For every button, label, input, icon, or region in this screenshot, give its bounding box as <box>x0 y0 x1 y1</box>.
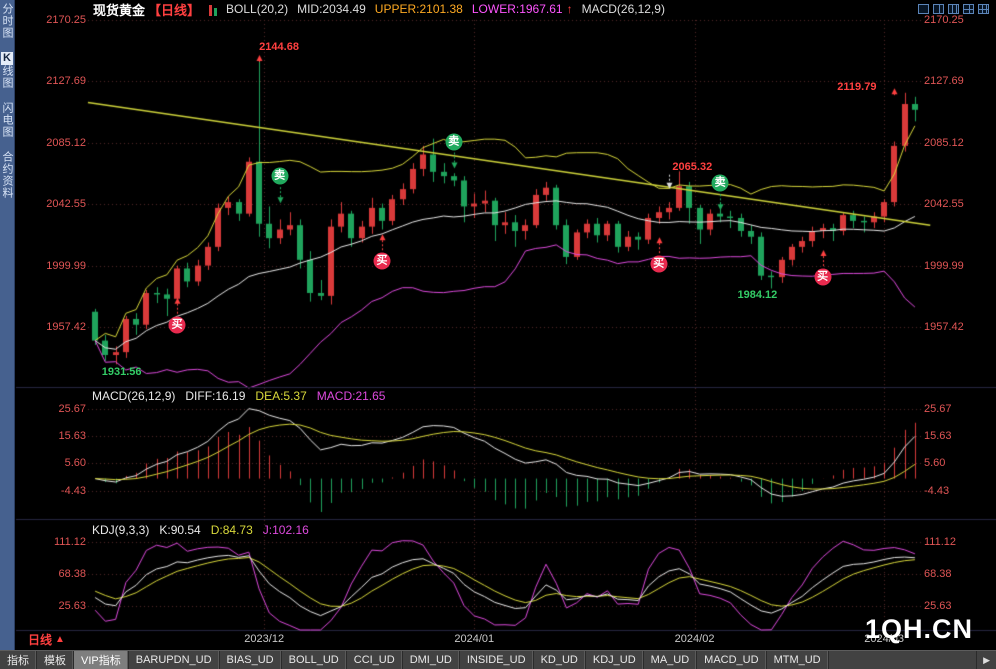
kdj-axis-label-right: 25.63 <box>924 600 952 613</box>
symbol-title: 现货黄金 <box>93 2 146 18</box>
period-corner-text: 日线 <box>28 633 53 647</box>
layout-single-icon[interactable] <box>918 4 929 14</box>
boll-mid-value: MID:2034.49 <box>297 2 366 16</box>
price-axis-label-right: 1999.99 <box>924 259 964 272</box>
kdj-d-value: D:84.73 <box>210 523 253 537</box>
kdj-axis-label-left: 111.12 <box>53 536 86 549</box>
watermark: 1QH.CN <box>865 614 974 644</box>
x-axis-label: 2023/12 <box>244 633 285 645</box>
buy-signal-marker: 买 <box>814 268 832 286</box>
macd-panel-header: MACD(26,12,9) DIFF:16.19 DEA:5.37 MACD:2… <box>92 389 385 403</box>
kdj-axis-label-right: 111.12 <box>924 536 957 549</box>
layout-grid-4-icon[interactable] <box>963 4 974 14</box>
macd-axis-label-right: 5.60 <box>924 457 946 470</box>
macd-axis-label-left: 5.60 <box>64 457 86 470</box>
price-axis-label-right: 2042.55 <box>924 198 964 211</box>
macd-axis-label-right: -4.43 <box>924 484 950 497</box>
buy-signal-marker: 买 <box>650 255 668 273</box>
kdj-axis-label-left: 25.63 <box>58 600 86 613</box>
sidebar-item-time-chart[interactable]: 分时图 <box>1 3 13 39</box>
price-axis-label-right: 2085.12 <box>924 136 964 149</box>
price-axis-label-left: 2170.25 <box>46 14 86 26</box>
period-up-triangle-icon: ▲ <box>55 634 65 645</box>
kdj-panel-header: KDJ(9,3,3) K:90.54 D:84.73 J:102.16 <box>92 523 309 537</box>
boll-indicator-label: BOLL(20,2) <box>226 2 289 16</box>
macd-macd-value: MACD:21.65 <box>316 389 386 403</box>
period-corner-control[interactable]: 日线 ▲ <box>28 631 65 648</box>
tab-BIAS_UD[interactable]: BIAS_UD <box>220 651 282 669</box>
period-label: 【日线】 <box>148 2 201 18</box>
bottom-tab-bar: 指标 模板 VIP指标 BARUPDN_UD BIAS_UD BOLL_UD CCI_UD D… <box>0 650 996 669</box>
tab-DMI_UD[interactable]: DMI_UD <box>403 651 460 669</box>
price-axis-label-left: 1999.99 <box>46 259 86 272</box>
sell-signal-marker: 卖 <box>271 167 289 185</box>
x-axis-label: 2024/01 <box>454 633 495 645</box>
layout-split-2-icon[interactable] <box>933 4 944 14</box>
sidebar-item-kline-chart[interactable]: K线图 <box>1 52 13 89</box>
layout-icons-group <box>918 4 996 14</box>
macd-dea-value: DEA:5.37 <box>255 389 307 403</box>
tab-BOLL_UD[interactable]: BOLL_UD <box>282 651 347 669</box>
x-axis-label: 2024/03 <box>864 633 905 645</box>
tabs-scroll-right-icon[interactable]: ▶ <box>976 651 996 669</box>
price-axis-label-right: 2170.25 <box>924 14 964 26</box>
tab-MACD_UD[interactable]: MACD_UD <box>697 651 767 669</box>
chart-type-sidebar: 分时图 K线图闪电图合约资料 <box>0 0 15 650</box>
macd-axis-label-left: 25.67 <box>58 402 86 415</box>
tab-KDJ_UD[interactable]: KDJ_UD <box>586 651 644 669</box>
price-axis-label-left: 2085.12 <box>46 136 86 149</box>
tab-INSIDE_UD[interactable]: INSIDE_UD <box>460 651 534 669</box>
kdj-k-value: K:90.54 <box>159 523 201 537</box>
sell-signal-marker: 卖 <box>711 174 729 192</box>
price-annotation: 2144.68 <box>259 41 299 54</box>
candlestick-icon <box>209 3 218 16</box>
kdj-j-value: J:102.16 <box>262 523 309 537</box>
price-axis-label-left: 2127.69 <box>46 75 86 88</box>
buy-signal-marker: 买 <box>373 252 391 270</box>
macd-indicator-label: MACD(26,12,9) <box>581 2 665 16</box>
price-axis-label-right: 1957.42 <box>924 321 964 333</box>
chart-header-bar: 现货黄金 【日线】 BOLL(20,2) MID:2034.49 UPPER:2… <box>15 0 996 18</box>
price-annotation: 2065.32 <box>672 160 713 173</box>
price-axis-label-left: 1957.42 <box>46 321 86 333</box>
x-axis-label: 2024/02 <box>674 633 715 645</box>
tab-CCI_UD[interactable]: CCI_UD <box>347 651 403 669</box>
tab-指标[interactable]: 指标 <box>0 651 37 669</box>
macd-diff-value: DIFF:16.19 <box>185 389 246 403</box>
boll-lower-value: LOWER:1967.61 <box>471 2 563 16</box>
sidebar-item-contract-info[interactable]: 合约资料 <box>1 151 13 199</box>
boll-upper-value: UPPER:2101.38 <box>374 2 463 16</box>
layout-grid-6-icon[interactable] <box>978 4 989 14</box>
price-annotation: 2119.79 <box>837 80 877 93</box>
macd-axis-label-right: 15.63 <box>924 430 952 443</box>
tab-MTM_UD[interactable]: MTM_UD <box>767 651 829 669</box>
active-chart-type-badge: K <box>1 52 13 65</box>
kdj-params-label: KDJ(9,3,3) <box>92 523 150 537</box>
macd-axis-label-left: 15.63 <box>58 430 86 443</box>
layout-split-3-icon[interactable] <box>948 4 959 14</box>
macd-params-label: MACD(26,12,9) <box>92 389 176 403</box>
price-axis-label-right: 2127.69 <box>924 75 964 88</box>
price-axis-label-left: 2042.55 <box>46 198 86 211</box>
tab-BARUPDN_UD[interactable]: BARUPDN_UD <box>129 651 220 669</box>
tab-MA_UD[interactable]: MA_UD <box>644 651 698 669</box>
price-annotation: 1984.12 <box>737 289 778 302</box>
sidebar-item-lightning-chart[interactable]: 闪电图 <box>1 102 13 138</box>
tab-VIP指标[interactable]: VIP指标 <box>74 651 129 669</box>
macd-axis-label-right: 25.67 <box>924 402 952 415</box>
buy-signal-marker: 买 <box>168 316 186 334</box>
kdj-axis-label-left: 68.38 <box>58 568 86 581</box>
tab-模板[interactable]: 模板 <box>37 651 74 669</box>
price-annotation: 1931.56 <box>101 366 142 379</box>
tab-KD_UD[interactable]: KD_UD <box>534 651 586 669</box>
kdj-axis-label-right: 68.38 <box>924 568 952 581</box>
up-arrow-icon: ↑ <box>566 2 573 16</box>
sell-signal-marker: 卖 <box>445 133 463 151</box>
macd-axis-label-left: -4.43 <box>60 484 86 497</box>
